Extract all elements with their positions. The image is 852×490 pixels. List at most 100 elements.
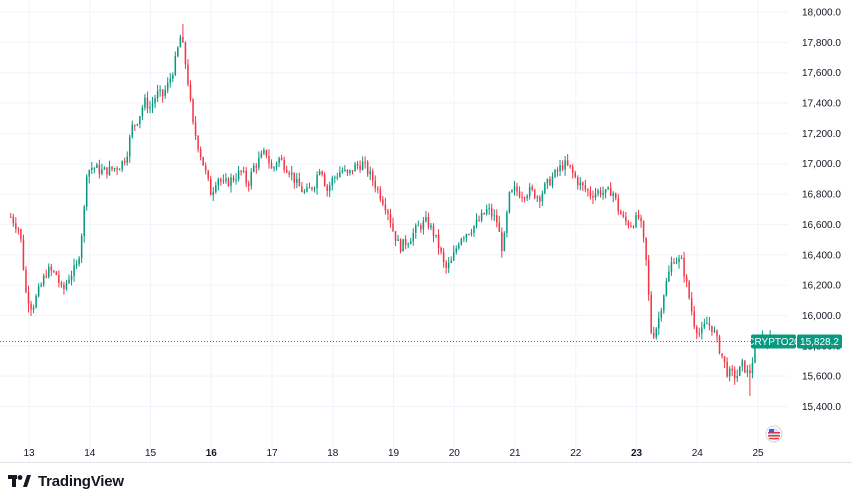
candle-body: [399, 239, 402, 252]
x-tick-label: 19: [388, 448, 400, 459]
y-tick-label: 16,800.0: [802, 190, 841, 201]
candle-body: [695, 326, 698, 334]
candle-body: [366, 162, 369, 175]
candle-body: [141, 107, 144, 117]
candle-body: [235, 179, 237, 181]
candle-body: [273, 167, 275, 169]
candle-body: [250, 171, 253, 186]
candle-body: [283, 159, 285, 170]
candle-body: [12, 216, 15, 224]
candle-body: [232, 177, 235, 181]
tradingview-brand[interactable]: TradingView: [8, 473, 124, 490]
candle-body: [70, 275, 73, 280]
x-tick-label: 18: [327, 448, 339, 459]
candle-body: [721, 353, 723, 357]
candle-body: [723, 356, 726, 362]
candle-body: [678, 258, 680, 263]
candle-body: [632, 226, 635, 228]
tradingview-logo-icon: [8, 475, 31, 487]
candle-body: [544, 183, 546, 194]
candle-body: [209, 178, 212, 196]
candle-body: [402, 238, 404, 252]
x-tick-label: 23: [631, 448, 643, 459]
candle-body: [650, 294, 652, 333]
candle-body: [331, 178, 334, 186]
candle-body: [516, 186, 518, 192]
candle-body: [488, 208, 490, 210]
candle-body: [688, 281, 690, 299]
candle-body: [63, 284, 65, 289]
candle-body: [351, 170, 354, 172]
candle-body: [80, 236, 83, 259]
candle-body: [245, 170, 247, 184]
candle-body: [321, 171, 323, 175]
candle-body: [47, 266, 50, 277]
us-flag-icon[interactable]: [765, 425, 783, 443]
x-tick-label: 20: [449, 448, 461, 459]
y-tick-label: 17,600.0: [802, 68, 841, 79]
y-tick-label: 15,600.0: [802, 372, 841, 383]
candle-body: [640, 217, 642, 222]
candle-body: [660, 310, 663, 318]
y-tick-label: 17,000.0: [802, 159, 841, 170]
candle-body: [427, 217, 430, 228]
candle-body: [189, 84, 192, 100]
candle-body: [397, 239, 399, 241]
candle-body: [728, 368, 731, 377]
candle-body: [20, 229, 22, 240]
candle-body: [290, 172, 293, 175]
candle-body: [184, 42, 187, 65]
candle-body: [131, 125, 134, 137]
candle-body: [260, 153, 263, 158]
candle-body: [22, 239, 25, 270]
candle-body: [404, 238, 407, 246]
candle-body: [306, 187, 308, 192]
candle-body: [242, 170, 245, 172]
candle-body: [88, 170, 91, 177]
candle-body: [146, 97, 149, 109]
candle-body: [698, 333, 701, 335]
candle-body: [108, 166, 111, 175]
candle-body: [311, 187, 313, 190]
x-tick-label: 16: [206, 448, 218, 459]
candle-body: [655, 328, 658, 338]
candle-body: [42, 275, 45, 285]
candle-body: [123, 160, 126, 163]
candle-body: [255, 165, 258, 168]
candle-body: [275, 163, 278, 168]
candle-body: [554, 170, 556, 177]
candle-body: [739, 366, 741, 376]
candle-body: [521, 197, 523, 199]
candle-body: [485, 209, 488, 215]
candle-body: [597, 190, 599, 194]
y-tick-label: 18,000.0: [802, 8, 841, 19]
candle-body: [625, 216, 627, 222]
candle-body: [341, 170, 344, 173]
candle-body: [690, 298, 693, 312]
candle-body: [612, 193, 614, 196]
candle-body: [635, 214, 637, 227]
candle-body: [493, 215, 496, 217]
candle-body: [151, 103, 154, 108]
candle-body: [468, 234, 470, 236]
candle-body: [93, 167, 96, 169]
x-tick-label: 15: [145, 448, 157, 459]
candle-body: [701, 327, 703, 334]
candle-body: [450, 260, 452, 263]
candle-body: [506, 212, 508, 233]
candle-body: [128, 136, 131, 157]
candle-body: [711, 325, 713, 332]
candle-body: [731, 368, 733, 371]
candle-body: [569, 164, 571, 167]
time-axis[interactable]: 13 14 15 16 17 18 19 20 21 22 23 24 25: [23, 448, 764, 459]
candle-body: [121, 160, 123, 170]
candle-body: [55, 271, 58, 276]
candle-body: [60, 283, 63, 285]
candle-body: [751, 362, 754, 374]
y-tick-label: 16,000.0: [802, 311, 841, 322]
candle-body: [584, 185, 587, 190]
candle-body: [199, 149, 202, 157]
price-axis[interactable]: 15,400.015,600.015,800.016,000.016,200.0…: [802, 8, 841, 414]
